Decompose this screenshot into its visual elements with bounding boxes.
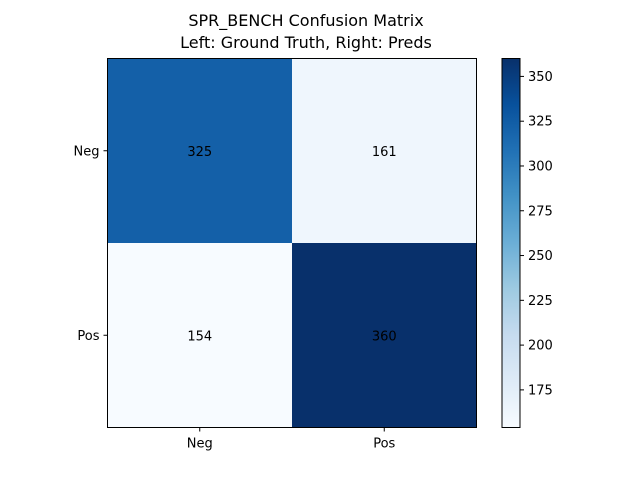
heatmap-cell [107,243,292,428]
colorbar-frame [501,58,521,428]
cell-value-label: 154 [187,329,212,344]
colorbar-tick-label: 200 [528,339,553,354]
y-tick-label: Pos [77,329,99,344]
colorbar-tick-label: 225 [528,294,553,309]
colorbar-tick-label: 250 [528,249,553,264]
colorbar-tick-label: 350 [528,70,553,85]
chart-subtitle: Left: Ground Truth, Right: Preds [180,33,432,52]
colorbar-tick-label: 325 [528,115,553,130]
chart-title: SPR_BENCH Confusion Matrix [188,11,424,30]
x-tick-label: Pos [373,437,395,452]
colorbar-tick-label: 275 [528,204,553,219]
colorbar-tick-label: 175 [528,383,553,398]
heatmap-cell [292,58,477,243]
cell-value-label: 161 [372,145,397,160]
cell-value-label: 360 [372,329,397,344]
heatmap-cell [107,58,292,243]
colorbar-tick-label: 300 [528,159,553,174]
plot-frame [107,58,477,428]
cell-value-label: 325 [187,145,212,160]
colorbar [502,58,520,428]
x-tick-label: Neg [187,437,213,452]
y-tick-label: Neg [74,144,100,159]
heatmap-cell [292,243,477,428]
